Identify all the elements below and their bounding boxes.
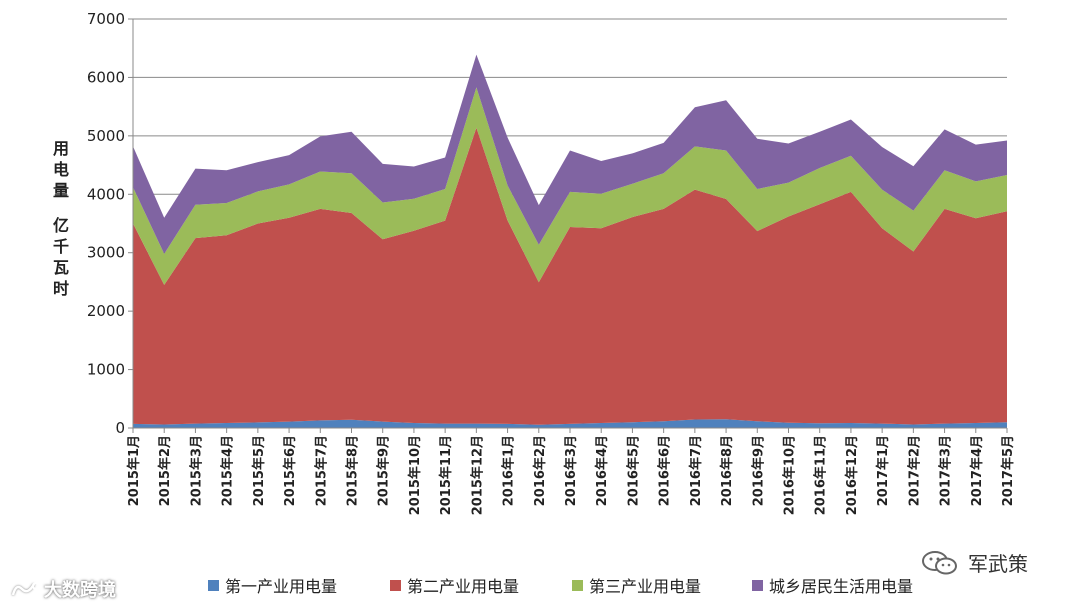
y-tick-label: 6000 <box>87 68 125 86</box>
y-axis-unit-char: 瓦 <box>52 258 69 277</box>
wechat-icon <box>922 550 957 574</box>
y-axis-label: 用 电 量 亿 千 瓦 时 <box>50 138 72 299</box>
legend: 第一产业用电量 第二产业用电量 第三产业用电量 城乡居民生活用电量 <box>0 573 1080 597</box>
area-series-4 <box>133 54 1007 254</box>
x-tick-label: 2016年6月 <box>657 435 673 506</box>
x-tick-label: 2016年12月 <box>844 435 860 515</box>
x-tick-label: 2017年2月 <box>906 435 922 506</box>
x-tick-label: 2017年1月 <box>875 435 891 506</box>
x-tick-label: 2015年6月 <box>282 435 298 506</box>
x-axis-ticks: 2015年1月 2015年2月 2015年3月 2015年4月 2015年5月 2015年… <box>126 435 1016 515</box>
x-tick-label: 2017年5月 <box>1000 435 1016 506</box>
y-tick-label: 7000 <box>87 10 125 28</box>
watermark-left: 大数跨境 <box>10 576 116 602</box>
x-tick-label: 2016年11月 <box>813 435 829 515</box>
legend-label: 第一产业用电量 <box>225 577 338 596</box>
x-tick-label: 2016年5月 <box>625 435 641 506</box>
x-tick-label: 2017年4月 <box>969 435 985 506</box>
x-tick-label: 2016年10月 <box>782 435 798 515</box>
x-tick-label: 2015年8月 <box>345 435 361 506</box>
y-tick-label: 4000 <box>87 185 125 203</box>
area-series-1 <box>133 419 1007 428</box>
x-tick-label: 2015年3月 <box>188 435 204 506</box>
x-tick-label: 2016年7月 <box>688 435 704 506</box>
x-tick-label: 2016年8月 <box>719 435 735 506</box>
watermark-logo-icon <box>11 582 40 596</box>
legend-item-secondary: 第二产业用电量 <box>390 573 519 597</box>
area-series-2 <box>133 127 1007 425</box>
legend-swatch <box>752 579 763 591</box>
y-axis-label-char: 用 <box>52 139 69 158</box>
watermark-right-text: 军武策 <box>968 552 1028 576</box>
x-tick-label: 2016年3月 <box>563 435 579 506</box>
y-axis-label-char: 电 <box>52 160 69 179</box>
y-tick-label: 5000 <box>87 127 125 145</box>
x-tick-label: 2015年9月 <box>376 435 392 506</box>
legend-item-tertiary: 第三产业用电量 <box>572 573 701 597</box>
x-tick-label: 2016年4月 <box>594 435 610 506</box>
y-axis-ticks: 0 1000 2000 3000 4000 5000 6000 7000 <box>87 10 125 437</box>
y-axis-unit-char: 时 <box>52 279 69 298</box>
x-tick-label: 2016年9月 <box>750 435 766 506</box>
y-tick-label: 0 <box>115 419 125 437</box>
x-tick-label: 2015年7月 <box>313 435 329 506</box>
watermark-right: 军武策 <box>920 548 1028 577</box>
y-axis-unit-char: 千 <box>52 237 69 256</box>
x-tick-label: 2016年1月 <box>501 435 517 506</box>
area-series-3 <box>133 87 1007 285</box>
x-tick-label: 2015年1月 <box>126 435 142 506</box>
x-tick-label: 2015年11月 <box>438 435 454 515</box>
legend-label: 第二产业用电量 <box>407 577 520 596</box>
y-axis-label-char: 量 <box>52 181 69 200</box>
y-tick-label: 2000 <box>87 302 125 320</box>
legend-swatch <box>208 579 219 591</box>
x-tick-label: 2017年3月 <box>938 435 954 506</box>
x-tick-label: 2015年10月 <box>407 435 423 515</box>
legend-label: 城乡居民生活用电量 <box>769 577 914 596</box>
watermark-left-text: 大数跨境 <box>44 580 116 601</box>
x-tick-label: 2015年4月 <box>220 435 236 506</box>
y-axis-unit-char: 亿 <box>52 216 69 235</box>
y-tick-label: 3000 <box>87 244 125 262</box>
chart-areas <box>133 54 1007 428</box>
y-tick-label: 1000 <box>87 361 125 379</box>
x-tick-label: 2015年2月 <box>157 435 173 506</box>
legend-label: 第三产业用电量 <box>589 577 702 596</box>
x-tick-label: 2015年5月 <box>251 435 267 506</box>
legend-item-residential: 城乡居民生活用电量 <box>752 573 913 597</box>
chart-axes <box>128 18 1008 433</box>
legend-swatch <box>390 579 401 591</box>
legend-swatch <box>572 579 583 591</box>
x-tick-label: 2015年12月 <box>469 435 485 515</box>
legend-item-primary: 第一产业用电量 <box>208 573 337 597</box>
x-tick-label: 2016年2月 <box>532 435 548 506</box>
